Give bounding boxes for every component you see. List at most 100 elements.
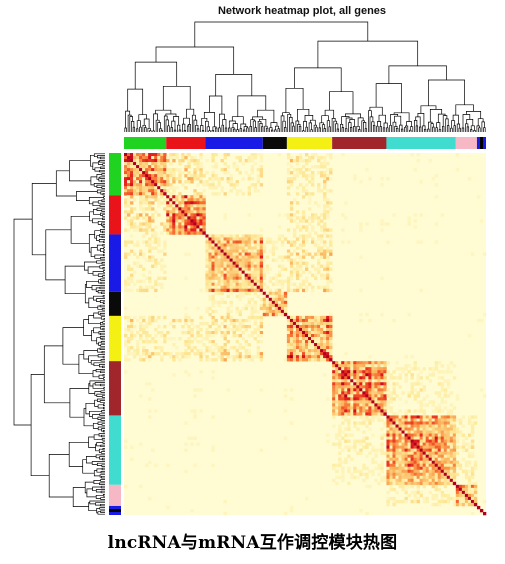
heatmap-cell	[344, 367, 348, 371]
heatmap-cell	[184, 198, 188, 202]
heatmap-cell	[292, 168, 297, 172]
heatmap-cell	[305, 346, 309, 350]
heatmap-cell	[431, 430, 436, 434]
heatmap-cell	[124, 177, 128, 181]
heatmap-cell	[467, 454, 472, 458]
heatmap-cell	[205, 261, 209, 265]
heatmap-cell	[256, 273, 261, 277]
heatmap-cell	[292, 321, 297, 326]
heatmap-cell	[320, 337, 324, 341]
heatmap-cell	[407, 493, 411, 498]
heatmap-cell	[190, 177, 194, 181]
heatmap-cell	[184, 321, 188, 326]
heatmap-cell	[320, 327, 324, 332]
heatmap-cell	[175, 210, 179, 214]
heatmap-cell	[362, 361, 366, 365]
heatmap-cell	[401, 463, 405, 468]
heatmap-cell	[419, 472, 423, 477]
heatmap-cell	[311, 183, 315, 187]
heatmap-cell	[232, 252, 236, 256]
heatmap-cell	[256, 288, 261, 293]
heatmap-cell	[419, 403, 423, 407]
heatmap-cell	[130, 177, 134, 181]
heatmap-cell	[338, 367, 342, 371]
heatmap-cell	[130, 225, 134, 229]
dendrogram-branch	[100, 281, 105, 285]
heatmap-cell	[437, 475, 442, 480]
heatmap-cell	[190, 231, 194, 235]
heatmap-cell	[335, 379, 339, 383]
heatmap-cell	[301, 343, 306, 347]
heatmap-cell	[271, 246, 276, 250]
heatmap-cell	[386, 445, 390, 449]
heatmap-cell	[449, 436, 454, 440]
heatmap-cell	[298, 340, 303, 344]
heatmap-cell	[449, 469, 454, 474]
heatmap-cell	[127, 349, 131, 353]
heatmap-cell	[130, 192, 134, 196]
heatmap-cell	[265, 294, 270, 299]
heatmap-cell	[205, 327, 209, 332]
heatmap-cell	[154, 261, 158, 265]
heatmap-cell	[214, 243, 218, 247]
heatmap-cell	[410, 385, 414, 389]
heatmap-cell	[305, 177, 309, 181]
heatmap-cell	[178, 180, 182, 184]
heatmap-cell	[265, 237, 270, 241]
dendrogram-branch	[99, 413, 105, 416]
heatmap-cell	[235, 252, 239, 256]
heatmap-cell	[323, 177, 327, 181]
heatmap-cell	[371, 448, 375, 452]
heatmap-cell	[323, 186, 327, 190]
heatmap-cell	[277, 282, 282, 287]
heatmap-cell	[148, 168, 152, 172]
heatmap-cell	[428, 373, 432, 377]
heatmap-cell	[136, 240, 140, 244]
heatmap-cell	[187, 337, 191, 341]
dendrogram-branch	[353, 126, 356, 132]
heatmap-cell	[232, 324, 236, 329]
heatmap-cell	[326, 153, 330, 157]
heatmap-cell	[452, 457, 457, 461]
heatmap-cell	[199, 288, 203, 293]
heatmap-cell	[127, 315, 131, 320]
heatmap-cell	[127, 213, 131, 217]
heatmap-cell	[350, 373, 354, 377]
heatmap-cell	[277, 279, 282, 284]
heatmap-cell	[344, 385, 348, 389]
heatmap-cell	[298, 343, 303, 347]
heatmap-cell	[139, 207, 143, 211]
heatmap-cell	[344, 412, 348, 416]
heatmap-cell	[208, 288, 212, 293]
heatmap-cell	[133, 159, 137, 163]
heatmap-cell	[440, 445, 445, 449]
heatmap-cell	[401, 445, 405, 449]
heatmap-cell	[187, 219, 191, 223]
heatmap-cell	[223, 252, 227, 256]
heatmap-cell	[416, 460, 420, 465]
heatmap-cell	[386, 406, 390, 410]
heatmap-cell	[452, 364, 457, 368]
heatmap-cell	[211, 192, 215, 196]
heatmap-cell	[136, 183, 140, 187]
heatmap-cell	[280, 306, 285, 311]
heatmap-cell	[289, 159, 294, 163]
heatmap-cell	[425, 448, 429, 452]
heatmap-cell	[202, 207, 206, 211]
heatmap-cell	[157, 324, 161, 329]
heatmap-cell	[431, 427, 436, 431]
heatmap-cell	[238, 171, 242, 175]
dendrogram-branch	[228, 127, 231, 132]
heatmap-cell	[226, 312, 230, 317]
heatmap-cell	[160, 168, 164, 172]
heatmap-cell	[253, 189, 258, 193]
dendrogram-branch	[173, 129, 177, 132]
dendrogram-branch	[102, 373, 105, 377]
heatmap-cell	[136, 352, 140, 356]
heatmap-cell	[286, 162, 291, 166]
heatmap-cell	[148, 270, 152, 274]
heatmap-cell	[169, 183, 173, 187]
heatmap-cell	[305, 330, 309, 335]
heatmap-cell	[434, 391, 439, 395]
heatmap-cell	[425, 394, 429, 398]
